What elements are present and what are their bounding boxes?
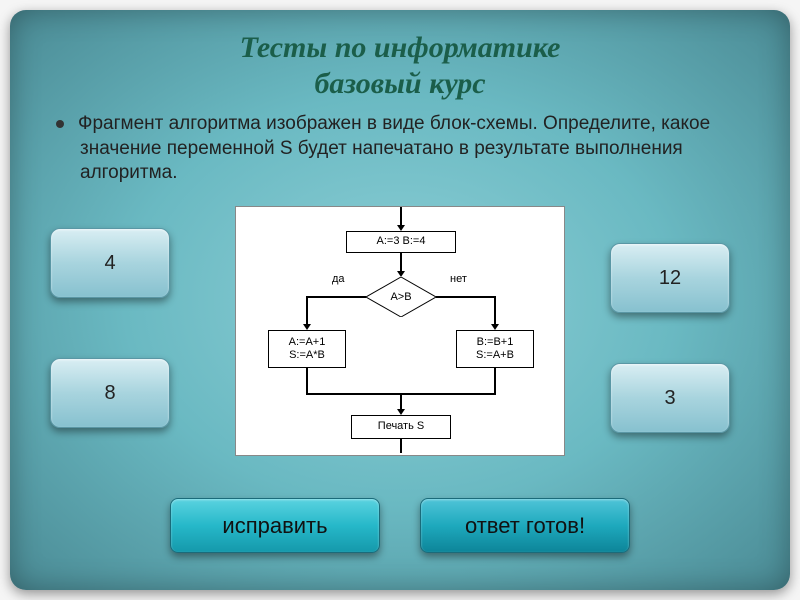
ready-button[interactable]: ответ готов! [420,498,630,553]
flowchart: A:=3 B:=4 A>B да нет [235,206,565,456]
content-row: 4 8 A:=3 B:=4 A>B [50,198,750,478]
button-label: ответ готов! [465,513,585,539]
answer-option-8[interactable]: 8 [50,358,170,428]
flow-edge-label-no: нет [450,273,467,285]
flow-edge [400,207,402,227]
flow-edge [494,368,496,393]
flow-edge [400,253,402,273]
answer-label: 8 [104,382,115,405]
flow-node-label: A:=A+1 S:=A*B [289,336,326,362]
flow-node-label: A:=3 B:=4 [377,235,426,248]
flow-node-label: Печать S [378,420,424,433]
flow-edge [306,296,366,298]
question-body: Фрагмент алгоритма изображен в виде блок… [78,113,710,183]
flow-edge [494,296,496,326]
button-label: исправить [222,513,327,539]
answer-option-3[interactable]: 3 [610,363,730,433]
answer-label: 3 [664,387,675,410]
flow-edge [436,296,496,298]
flow-node-no: B:=B+1 S:=A+B [456,330,534,368]
title-line-2: базовый курс [314,67,485,100]
answer-option-12[interactable]: 12 [610,243,730,313]
slide-title: Тесты по информатике базовый курс [50,30,750,102]
flow-edge-label-yes: да [332,273,345,285]
title-line-1: Тесты по информатике [240,31,561,64]
action-buttons: исправить ответ готов! [50,498,750,553]
flow-node-yes: A:=A+1 S:=A*B [268,330,346,368]
flow-node-cond: A>B [366,277,436,317]
answer-option-4[interactable]: 4 [50,228,170,298]
answer-label: 4 [104,252,115,275]
fix-button[interactable]: исправить [170,498,380,553]
answers-left-column: 4 8 [50,198,190,458]
answers-right-column: 12 3 [610,198,750,458]
flow-edge [400,439,402,453]
slide: Тесты по информатике базовый курс Фрагме… [10,10,790,590]
flow-node-init: A:=3 B:=4 [346,231,456,253]
flow-node-label: A>B [390,291,411,303]
flow-edge [306,368,308,393]
flow-node-print: Печать S [351,415,451,439]
flow-edge [306,296,308,326]
answer-label: 12 [659,267,681,290]
flow-node-label: B:=B+1 S:=A+B [476,336,514,362]
question-text: Фрагмент алгоритма изображен в виде блок… [80,112,750,186]
bullet-icon [56,120,64,128]
